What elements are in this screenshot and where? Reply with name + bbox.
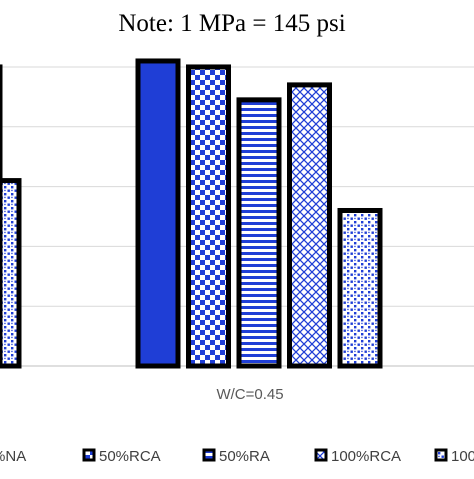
legend-item: 100%RA bbox=[434, 448, 474, 465]
chart-note: Note: 1 MPa = 145 psi bbox=[118, 10, 345, 37]
legend-swatch bbox=[82, 448, 96, 462]
legend-label: 50%RA bbox=[219, 448, 270, 465]
legend-label: 100%RCA bbox=[331, 448, 401, 465]
bar-50-ra bbox=[236, 97, 282, 369]
legend-item: 50%RCA bbox=[82, 448, 161, 465]
bars bbox=[0, 58, 383, 369]
bar-50-rca bbox=[186, 64, 231, 369]
legend-label: 100%RA bbox=[451, 448, 474, 465]
bar-100-ra bbox=[337, 207, 383, 369]
legend-item: 50%RA bbox=[202, 448, 270, 465]
legend: 100%NA 50%RCA 50%RA 100%RCA 100%RA bbox=[0, 448, 474, 465]
bar-100-rca bbox=[287, 82, 332, 369]
bar-100-ra bbox=[0, 178, 22, 369]
legend-label: 50%RCA bbox=[99, 448, 161, 465]
legend-item: 100%RCA bbox=[314, 448, 401, 465]
legend-swatch bbox=[434, 448, 448, 462]
legend-item: 100%NA bbox=[0, 448, 26, 465]
category-label: W/C=0.45 bbox=[216, 386, 283, 403]
legend-swatch bbox=[314, 448, 328, 462]
legend-swatch bbox=[202, 448, 216, 462]
legend-label: 100%NA bbox=[0, 448, 26, 465]
bar-100-na bbox=[135, 58, 181, 369]
